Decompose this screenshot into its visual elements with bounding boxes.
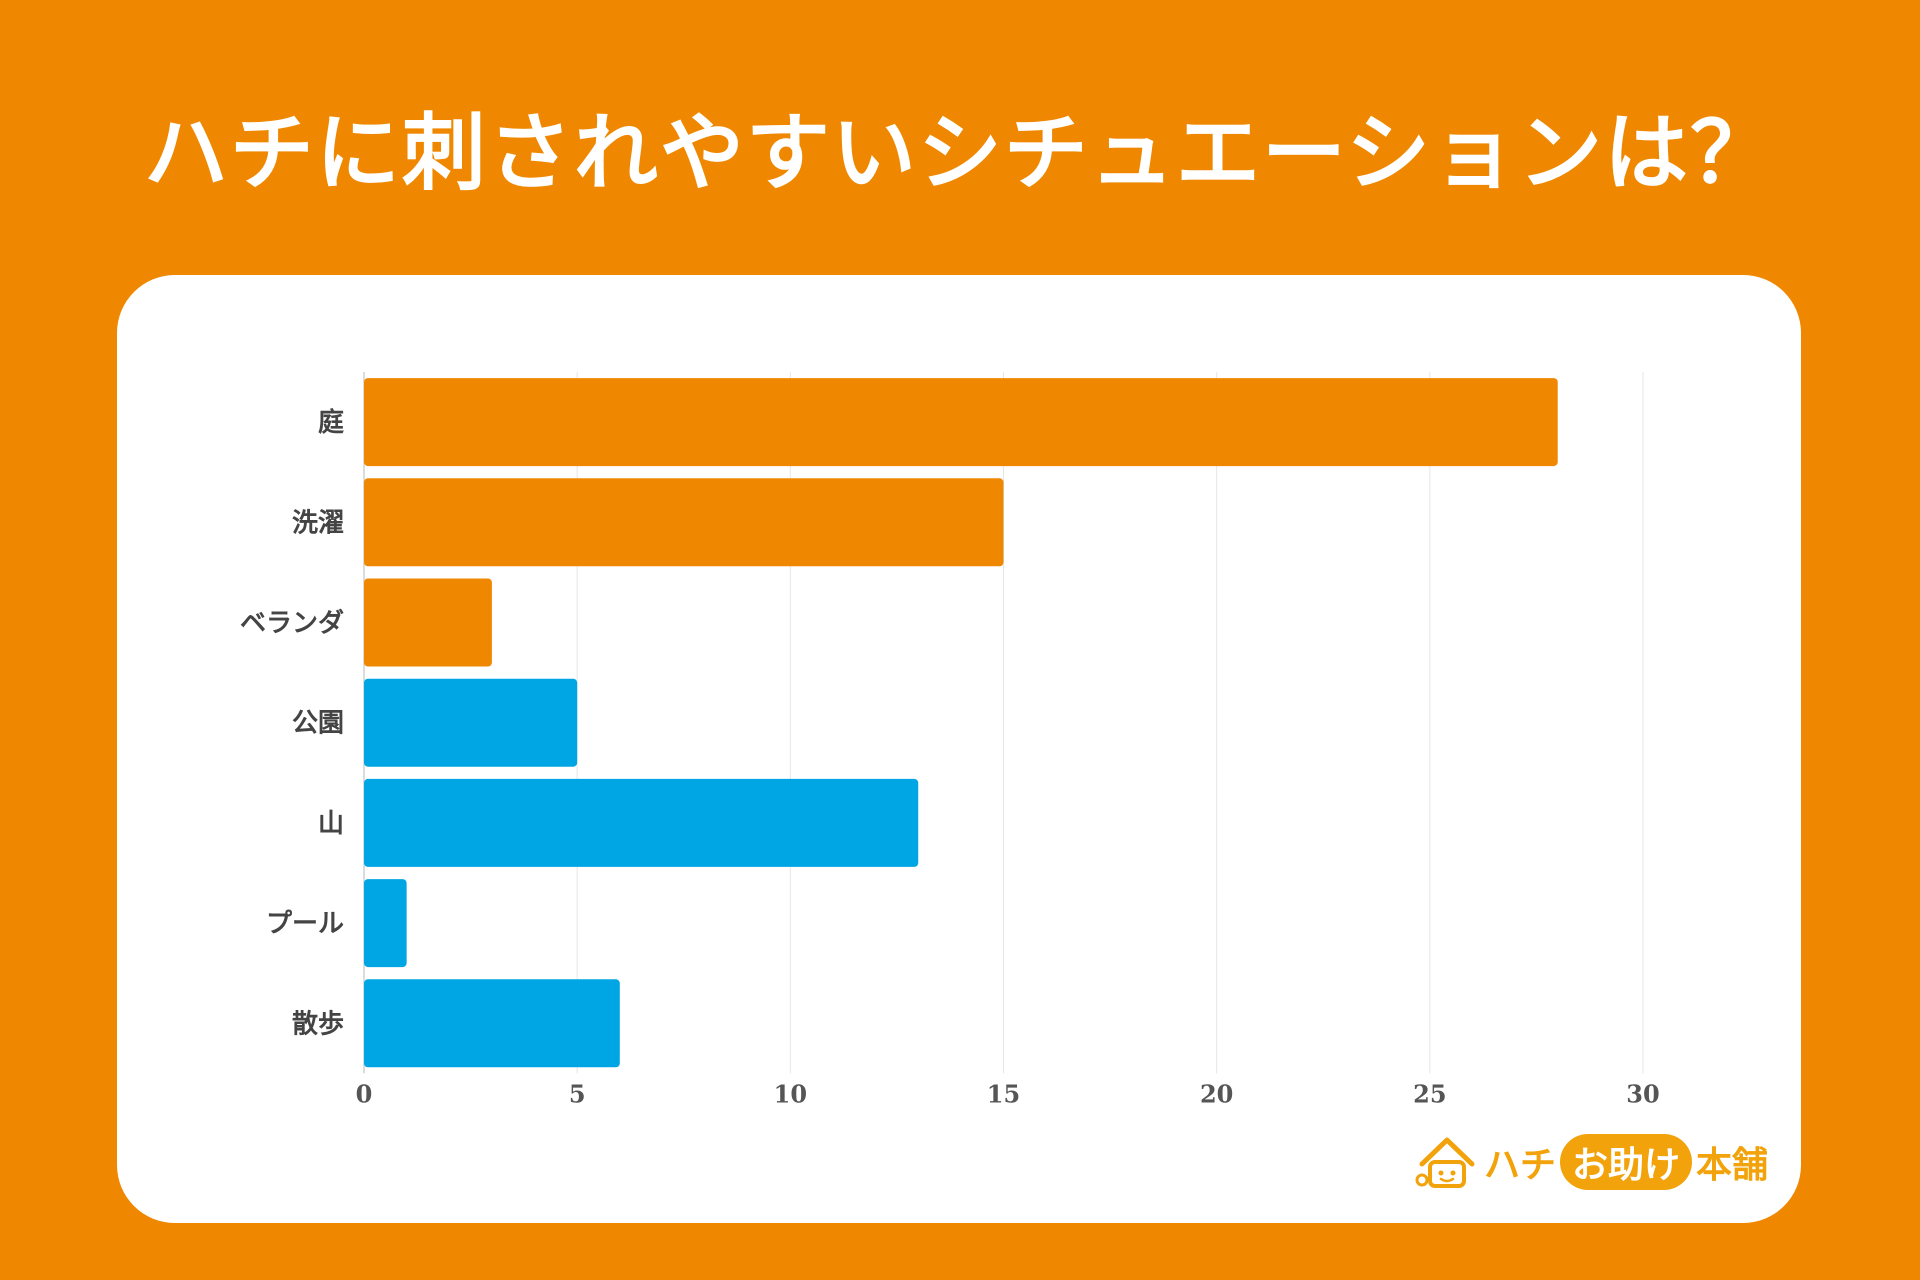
x-tick-label: 5 [569,1079,586,1108]
logo-pill: お助け [1560,1134,1693,1190]
bars [364,378,1558,1068]
category-label: プール [266,909,344,939]
bar [364,478,1004,567]
category-label: 散歩 [292,1009,344,1039]
bar [364,678,578,767]
page-title: ハチに刺されやすいシチュエーションは？ [143,104,1777,202]
x-tick-label: 25 [1413,1079,1446,1108]
x-tick-label: 30 [1626,1079,1659,1108]
bee-house-icon [1415,1137,1475,1188]
category-label: ベランダ [240,608,344,639]
x-axis-ticks: 0 5 10 15 20 25 30 [356,1079,1660,1108]
bar [364,378,1558,467]
x-tick-label: 15 [987,1079,1020,1108]
x-tick-label: 20 [1200,1079,1233,1108]
bar [364,578,492,667]
category-label: 山 [318,809,344,839]
bar [364,879,407,968]
logo-suffix: 本舗 [1696,1145,1769,1186]
logo-text: ハチ お助け 本舗 [1484,1130,1768,1194]
bar [364,979,620,1068]
category-label: 公園 [292,709,344,739]
category-label: 庭 [318,407,344,438]
bar [364,778,919,867]
x-tick-label: 0 [356,1079,373,1108]
logo-prefix: ハチ [1484,1145,1557,1186]
company-logo: ハチ お助け 本舗 [1414,1130,1768,1194]
category-label: 洗濯 [292,508,344,538]
x-tick-label: 10 [774,1079,807,1108]
